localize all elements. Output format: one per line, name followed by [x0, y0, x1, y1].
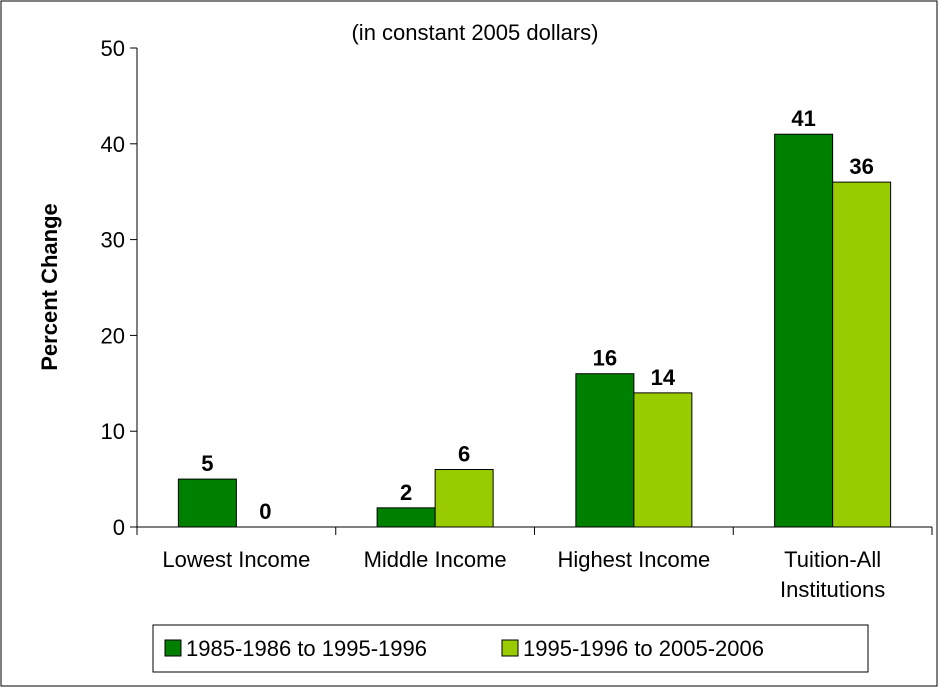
data-label: 16	[593, 346, 617, 371]
x-tick-label: Tuition-All Institutions	[780, 547, 885, 602]
y-tick-label: 20	[101, 323, 125, 348]
data-label: 36	[849, 154, 873, 179]
y-tick-label: 10	[101, 419, 125, 444]
y-tick-label: 0	[113, 515, 125, 540]
bar	[376, 507, 436, 528]
x-tick-label: Highest Income	[557, 547, 710, 572]
legend-label: 1995-1996 to 2005-2006	[523, 636, 764, 661]
bar	[633, 392, 693, 528]
chart-subtitle: (in constant 2005 dollars)	[351, 20, 598, 45]
y-tick-label: 40	[101, 132, 125, 157]
data-label: 14	[651, 365, 676, 390]
legend-swatch	[501, 639, 519, 657]
y-tick-label: 50	[101, 36, 125, 61]
legend-swatch	[164, 639, 182, 657]
bar	[177, 478, 237, 528]
bar	[832, 181, 892, 528]
data-label: 5	[201, 451, 213, 476]
data-label: 41	[791, 106, 815, 131]
bar	[774, 133, 834, 528]
y-tick-label: 30	[101, 228, 125, 253]
data-label: 2	[400, 480, 412, 505]
bar	[575, 373, 635, 528]
legend-label: 1985-1986 to 1995-1996	[186, 636, 427, 661]
x-tick-label: Lowest Income	[162, 547, 310, 572]
data-label: 6	[458, 442, 470, 467]
y-axis-title: Percent Change	[37, 203, 62, 371]
data-label: 0	[259, 499, 271, 524]
bar	[434, 469, 494, 528]
x-tick-label: Middle Income	[364, 547, 507, 572]
